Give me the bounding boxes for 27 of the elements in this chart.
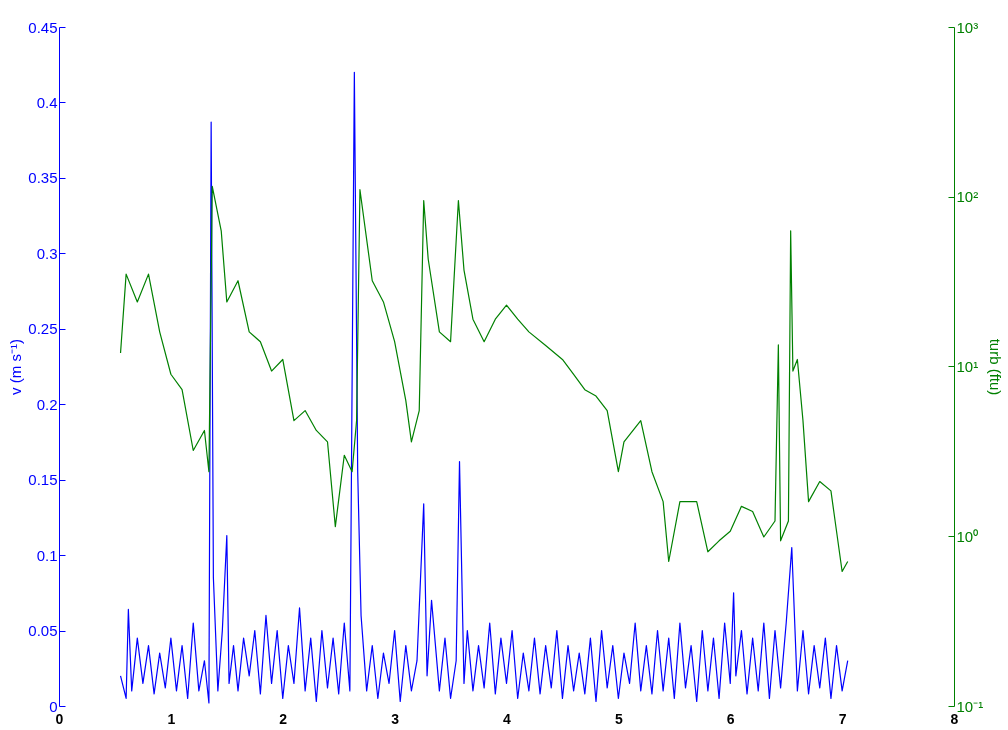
y2-tick-label: 10¹ — [956, 358, 979, 375]
x-tick-label: 6 — [726, 710, 735, 727]
y-tick-label: 0.25 — [28, 320, 58, 338]
y2-tick-label: 10⁰ — [956, 527, 979, 545]
y-tick-label: 0.05 — [28, 622, 58, 640]
x-tick-label: 5 — [614, 710, 623, 727]
y-tick-label: 0.45 — [28, 18, 58, 36]
y2-axis-title: turb (ftu) — [987, 338, 1005, 396]
y2-tick-label: 10² — [956, 188, 979, 206]
y-tick-label: 0.1 — [36, 546, 58, 564]
y-tick-label: 0 — [49, 697, 58, 715]
y2-tick-label: 10³ — [956, 18, 979, 36]
y-tick-label: 0.35 — [28, 169, 58, 187]
x-tick-label: 1 — [167, 710, 176, 727]
y-axis-title: v (m s⁻¹) — [7, 339, 25, 395]
y-tick-label: 0.15 — [28, 471, 58, 489]
x-tick-label: 8 — [950, 710, 959, 727]
y2-tick-label: 10⁻¹ — [956, 697, 984, 715]
line-series — [119, 185, 849, 573]
y-tick-label: 0.4 — [36, 93, 58, 111]
line-series — [119, 71, 849, 704]
y-tick-label: 0.3 — [36, 244, 58, 262]
x-tick-label: 4 — [503, 710, 512, 727]
x-tick-label: 7 — [838, 710, 847, 727]
x-tick-label: 3 — [391, 710, 400, 727]
y-tick-label: 0.2 — [36, 395, 58, 413]
x-tick-label: 2 — [279, 710, 288, 727]
